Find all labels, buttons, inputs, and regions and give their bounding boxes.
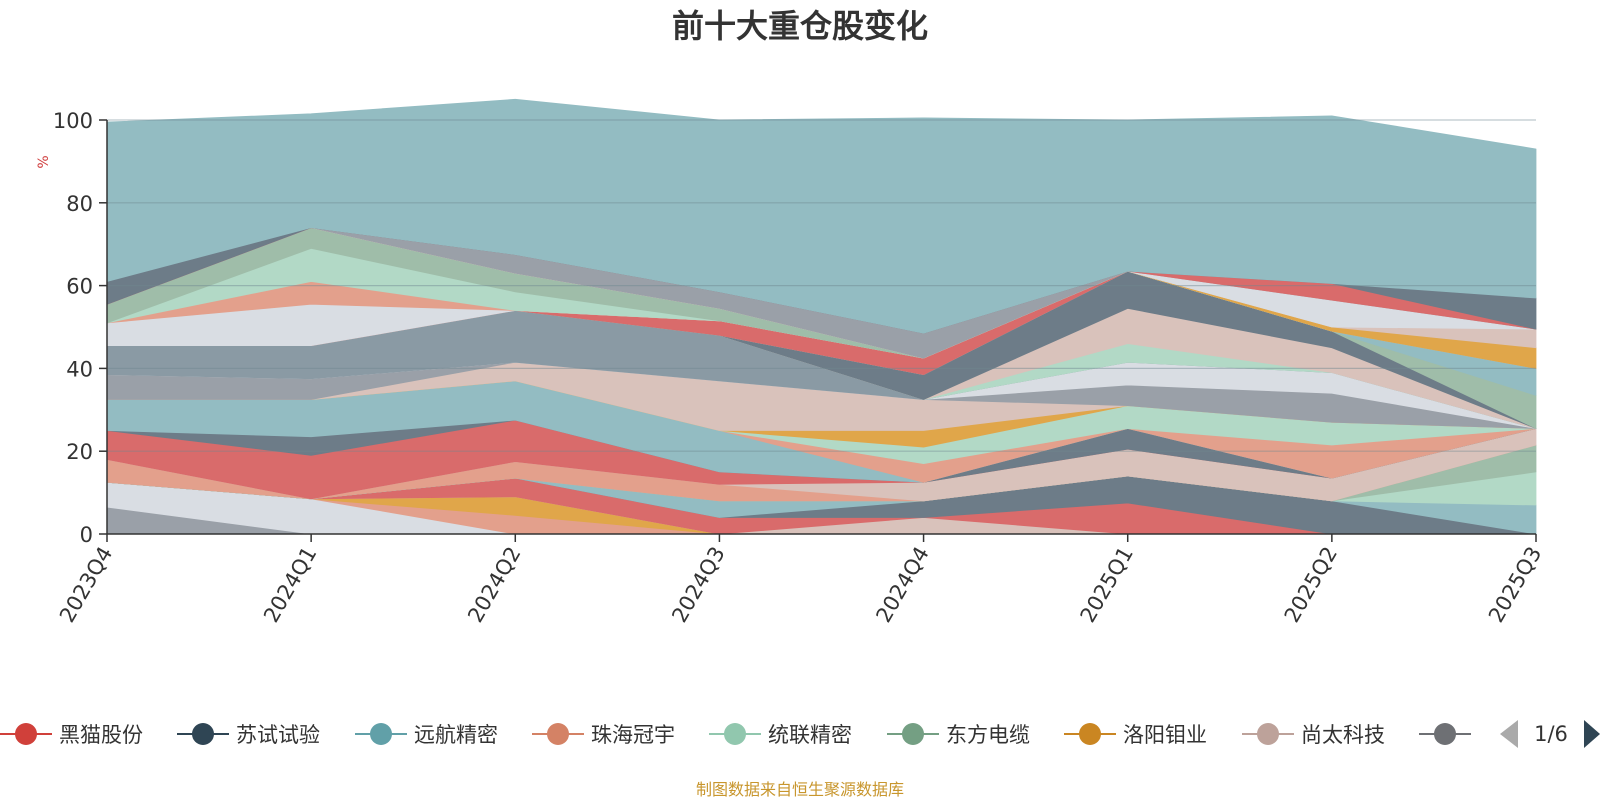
legend-marker-icon bbox=[724, 723, 746, 745]
legend-marker-icon bbox=[902, 723, 924, 745]
legend-next-icon[interactable] bbox=[1584, 720, 1600, 748]
legend-label: 东方电缆 bbox=[946, 723, 1030, 747]
legend-prev-icon[interactable] bbox=[1500, 720, 1518, 748]
y-tick-label: 20 bbox=[66, 440, 93, 464]
y-axis-label: % bbox=[36, 155, 52, 168]
legend-page-indicator: 1/6 bbox=[1534, 722, 1568, 746]
legend-item[interactable]: 尚太科技 bbox=[1242, 723, 1385, 747]
x-tick-label: 2024Q3 bbox=[667, 543, 729, 627]
legend-marker-icon bbox=[370, 723, 392, 745]
legend-item[interactable]: 统联精密 bbox=[709, 723, 852, 747]
legend-marker-icon bbox=[547, 723, 569, 745]
x-tick-label: 2025Q2 bbox=[1280, 543, 1342, 627]
legend-item[interactable]: 东方电缆 bbox=[887, 723, 1030, 747]
chart-title: 前十大重仓股变化 bbox=[672, 7, 928, 45]
legend-label: 统联精密 bbox=[768, 723, 852, 747]
y-tick-label: 0 bbox=[80, 523, 93, 547]
x-tick-label: 2024Q1 bbox=[259, 543, 321, 627]
legend-marker-icon bbox=[192, 723, 214, 745]
legend-label: 尚太科技 bbox=[1301, 723, 1385, 747]
x-tick-label: 2025Q1 bbox=[1076, 543, 1138, 627]
legend-label: 远航精密 bbox=[414, 723, 498, 747]
legend-item[interactable]: 黑猫股份 bbox=[0, 723, 143, 747]
legend: 黑猫股份 苏试试验 远航精密 珠海冠宇 统联精密 东方电缆 洛阳钼业 尚太科技 bbox=[0, 723, 1471, 747]
legend-marker-icon bbox=[1257, 723, 1279, 745]
legend-label: 苏试试验 bbox=[236, 723, 320, 747]
legend-marker-icon bbox=[1079, 723, 1101, 745]
y-tick-label: 80 bbox=[66, 192, 93, 216]
x-tick-label: 2024Q2 bbox=[463, 543, 525, 627]
x-tick-label: 2025Q3 bbox=[1484, 543, 1546, 627]
data-source-footer: 制图数据来自恒生聚源数据库 bbox=[696, 780, 904, 799]
area-series-39 bbox=[106, 98, 1537, 334]
x-tick-label: 2023Q4 bbox=[55, 543, 117, 627]
legend-pager: 1/6 bbox=[1500, 720, 1600, 748]
legend-item[interactable] bbox=[1419, 723, 1471, 745]
legend-item[interactable]: 洛阳钼业 bbox=[1064, 723, 1207, 747]
legend-label: 黑猫股份 bbox=[59, 723, 143, 747]
y-tick-label: 100 bbox=[53, 109, 93, 133]
legend-label: 珠海冠宇 bbox=[591, 723, 675, 747]
legend-label: 洛阳钼业 bbox=[1123, 723, 1207, 747]
plot-area bbox=[106, 98, 1537, 535]
x-tick-label: 2024Q4 bbox=[871, 543, 933, 627]
legend-item[interactable]: 苏试试验 bbox=[177, 723, 320, 747]
y-tick-label: 60 bbox=[66, 275, 93, 299]
y-tick-label: 40 bbox=[66, 357, 93, 381]
legend-marker-icon bbox=[15, 723, 37, 745]
legend-marker-icon bbox=[1434, 723, 1456, 745]
legend-item[interactable]: 珠海冠宇 bbox=[532, 723, 675, 747]
legend-item[interactable]: 远航精密 bbox=[355, 723, 498, 747]
